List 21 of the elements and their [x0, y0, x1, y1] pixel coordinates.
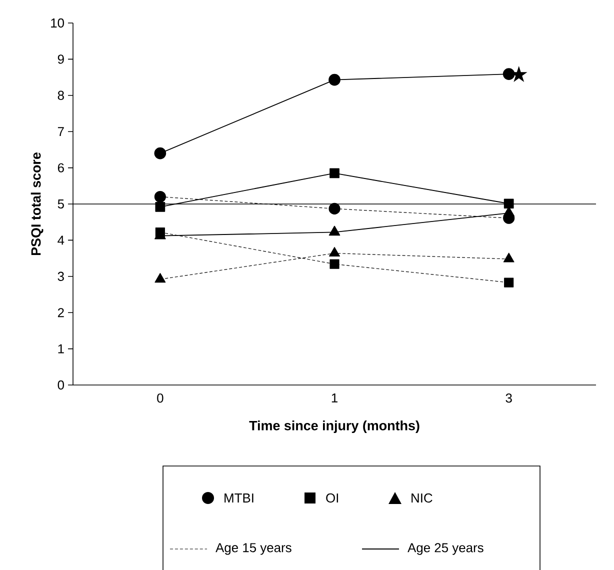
text: NIC	[412, 493, 432, 502]
y-tick-label: 5	[58, 199, 64, 208]
y-tick-label: 7	[58, 126, 64, 136]
y-tick-label: 6	[58, 163, 64, 172]
y-axis-title: PSQI total score	[30, 152, 44, 255]
x-axis-title: Time since injury (months)	[249, 420, 420, 433]
text: Age 25 years	[408, 542, 484, 555]
x-tick-label: 3	[506, 393, 512, 402]
text: OI	[326, 493, 338, 502]
y-tick-label: 3	[58, 272, 64, 281]
y-tick-label: 0	[58, 380, 64, 390]
y-tick-label: 9	[58, 54, 64, 64]
y-tick-label: 8	[58, 90, 64, 100]
y-tick-label: 4	[58, 236, 64, 244]
y-tick-label: 1	[58, 344, 64, 354]
x-tick-label: 1	[332, 393, 338, 402]
y-tick-label: 2	[58, 308, 64, 317]
y-tick-label: 10	[51, 18, 64, 28]
text: Age 15 years	[216, 543, 292, 555]
x-tick-label: 0	[157, 393, 164, 402]
text: MTBI	[224, 493, 254, 502]
